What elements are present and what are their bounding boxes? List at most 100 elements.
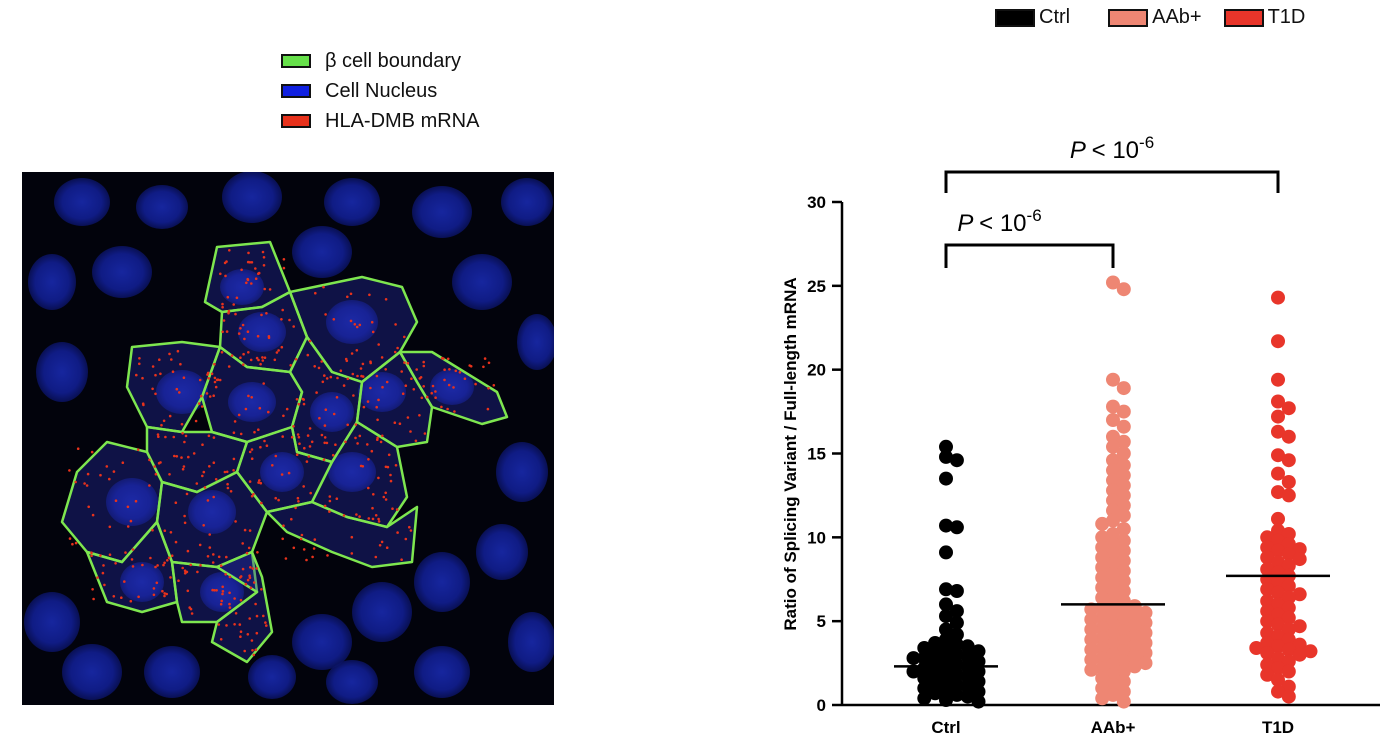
- ctrl-point-50: [960, 689, 975, 704]
- mrna-dot-203: [295, 398, 299, 401]
- nucleus-16: [352, 582, 412, 642]
- mrna-dot-260: [225, 470, 229, 474]
- mrna-dot-377: [71, 542, 74, 546]
- mrna-dot-20: [240, 268, 243, 272]
- t1d-point-56: [1303, 644, 1318, 659]
- mrna-dot-404: [248, 529, 252, 532]
- ctrl-point-11: [939, 609, 953, 624]
- aab-point-69: [1084, 632, 1099, 647]
- mrna-dot-238: [362, 405, 366, 409]
- aab-point-32: [1116, 543, 1131, 558]
- mrna-dot-290: [323, 436, 327, 439]
- mrna-dot-29: [263, 287, 266, 291]
- mrna-dot-198: [346, 423, 350, 427]
- aab-point-14: [1106, 463, 1120, 478]
- ctrl-point-43: [949, 677, 964, 692]
- mrna-dot-85: [394, 323, 397, 326]
- mrna-dot-247: [375, 374, 379, 378]
- t1d-point-9: [1281, 453, 1296, 468]
- aab-point-2: [1106, 372, 1120, 387]
- mrna-dot-34: [241, 323, 245, 327]
- mrna-dot-213: [354, 423, 358, 426]
- mrna-dot-378: [126, 525, 130, 528]
- aab-point-94: [1116, 684, 1131, 699]
- mrna-dot-131: [180, 422, 184, 426]
- mrna-dot-62: [225, 330, 229, 333]
- mrna-dot-181: [250, 396, 253, 399]
- mrna-dot-156: [170, 358, 173, 361]
- aab-point-15: [1116, 468, 1131, 483]
- mrna-dot-43: [275, 351, 279, 354]
- mrna-dot-205: [297, 402, 301, 406]
- mrna-dot-257: [201, 474, 204, 478]
- mrna-dot-102: [492, 384, 496, 387]
- mrna-dot-254: [414, 439, 418, 443]
- t1d-point-22: [1271, 543, 1285, 558]
- mrna-dot-8: [262, 256, 266, 259]
- mrna-dot-230: [403, 361, 406, 364]
- aab-point-0: [1106, 275, 1120, 290]
- mrna-dot-316: [296, 496, 300, 500]
- nucleus-26: [326, 300, 378, 344]
- mrna-dot-13: [282, 258, 286, 261]
- aab-point-67: [1127, 629, 1142, 644]
- legend-item-mrna: HLA-DMB mRNA: [281, 106, 479, 136]
- mrna-dot-143: [175, 387, 179, 391]
- mrna-dot-154: [199, 394, 203, 398]
- mrna-dot-517: [239, 635, 242, 638]
- mrna-dot-364: [87, 505, 90, 509]
- mrna-dot-427: [374, 555, 378, 559]
- aab-point-41: [1116, 573, 1131, 588]
- mrna-dot-268: [164, 435, 167, 439]
- t1d-point-55: [1281, 642, 1296, 657]
- mrna-dot-185: [218, 378, 222, 382]
- mrna-dot-233: [361, 362, 365, 366]
- nucleus-27: [228, 382, 276, 422]
- ctrl-point-7: [939, 582, 953, 597]
- mrna-dot-526: [219, 638, 223, 641]
- y-tick-label-2: 10: [807, 528, 826, 547]
- t1d-point-8: [1271, 448, 1285, 463]
- ctrl-point-41: [971, 674, 986, 689]
- mrna-dot-75: [314, 291, 317, 295]
- mrna-dot-458: [112, 595, 116, 598]
- t1d-point-33: [1281, 579, 1296, 593]
- mrna-dot-69: [306, 353, 310, 357]
- mrna-dot-329: [371, 517, 375, 521]
- mrna-dot-306: [250, 457, 254, 461]
- micrograph-svg: [22, 172, 554, 705]
- t1d-point-45: [1271, 617, 1285, 632]
- mrna-dot-33: [256, 334, 260, 338]
- mrna-dot-421: [300, 533, 304, 537]
- mrna-dot-297: [308, 445, 312, 448]
- mrna-dot-52: [222, 319, 226, 322]
- mrna-dot-300: [280, 473, 284, 476]
- mrna-dot-105: [434, 396, 437, 399]
- mrna-dot-191: [237, 413, 241, 417]
- chart-legend: Ctrl AAb+ T1D: [995, 6, 1305, 29]
- mrna-dot-281: [156, 433, 160, 436]
- mrna-dot-36: [242, 352, 245, 356]
- aab-swatch: [1108, 8, 1149, 27]
- aab-point-35: [1116, 553, 1131, 568]
- mrna-dot-129: [138, 362, 141, 366]
- mrna-dot-339: [376, 438, 379, 442]
- mrna-dot-299: [309, 491, 313, 495]
- mrna-dot-284: [214, 478, 218, 481]
- aab-point-39: [1106, 567, 1120, 582]
- aab-point-97: [1116, 694, 1131, 709]
- mrna-dot-416: [281, 537, 285, 541]
- mrna-dot-380: [112, 470, 116, 473]
- mrna-dot-346: [394, 464, 398, 467]
- aab-point-83: [1138, 656, 1153, 671]
- mrna-dot-351: [358, 515, 361, 518]
- mrna-dot-223: [336, 376, 339, 380]
- mrna-dot-72: [377, 343, 381, 346]
- ctrl-point-15: [939, 632, 953, 647]
- mrna-dot-447: [328, 510, 331, 513]
- aab-point-73: [1127, 639, 1142, 654]
- mrna-dot-406: [195, 482, 199, 485]
- mrna-dot-177: [267, 410, 270, 414]
- nucleus-28: [310, 392, 354, 432]
- mrna-dot-429: [313, 538, 317, 541]
